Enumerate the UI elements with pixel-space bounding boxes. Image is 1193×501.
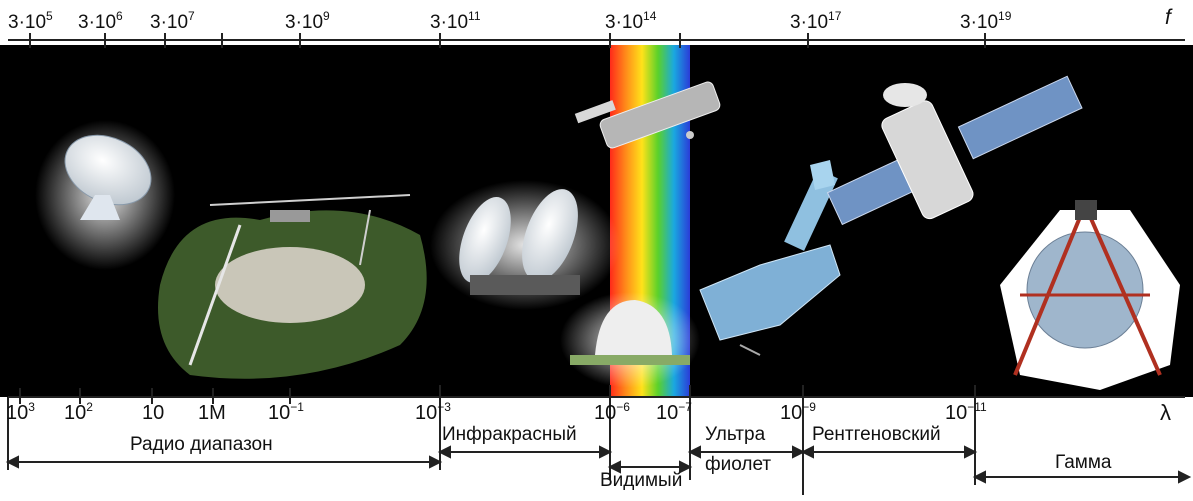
xray-satellite-picture	[826, 75, 1083, 226]
freq-tick-label: 3·105	[8, 9, 53, 33]
illustrations	[35, 45, 1180, 397]
wavelength-tick-label: 102	[64, 400, 93, 424]
band-label-gamma: Гамма	[1055, 452, 1112, 473]
frequency-ticks	[29, 33, 986, 48]
arecibo-telescope-picture	[158, 194, 427, 379]
spectrum-image-strip	[0, 45, 1193, 397]
wavelength-tick-label: 103	[6, 400, 35, 424]
infrared-dishes-picture	[430, 180, 620, 310]
wavelength-tick-label: 10−6	[594, 400, 630, 424]
gamma-telescope-picture	[1000, 200, 1180, 390]
band-boundaries	[7, 385, 976, 495]
wavelength-tick-label: 10−11	[945, 400, 987, 424]
radio-dish-picture	[35, 120, 175, 270]
freq-tick-label: 3·109	[285, 9, 330, 33]
wavelength-ticks	[19, 388, 291, 404]
band-label-ultraviolet-1: Ультра	[705, 424, 766, 445]
wavelength-tick-label: 1M	[198, 402, 226, 424]
band-label-infrared: Инфракрасный	[442, 424, 577, 445]
band-arrows	[5, 445, 1192, 484]
freq-tick-label: 3·1011	[430, 9, 481, 33]
wavelength-tick-label: 10	[142, 402, 165, 424]
freq-tick-label: 3·1019	[960, 9, 1012, 33]
space-telescope-picture	[574, 81, 721, 149]
freq-tick-label: 3·106	[78, 9, 123, 33]
wavelength-tick-label: 10−1	[268, 400, 304, 424]
wavelength-tick-label: 10−3	[415, 400, 451, 424]
uv-telescope-picture	[699, 160, 841, 356]
wavelength-tick-label: 10−7	[656, 400, 692, 424]
freq-tick-label: 3·107	[150, 9, 195, 33]
freq-tick-label: 3·1017	[790, 9, 842, 33]
wavelength-symbol: λ	[1160, 400, 1171, 425]
observatory-dome-picture	[560, 292, 700, 388]
band-label-radio: Радио диапазон	[130, 434, 273, 455]
freq-tick-label: 3·1014	[605, 9, 657, 33]
band-label-xray: Рентгеновский	[812, 424, 941, 445]
frequency-symbol: f	[1165, 6, 1171, 29]
wavelength-tick-label: 10−9	[780, 400, 816, 424]
band-label-ultraviolet-2: фиолет	[705, 454, 772, 475]
band-label-visible: Видимый	[600, 470, 683, 491]
